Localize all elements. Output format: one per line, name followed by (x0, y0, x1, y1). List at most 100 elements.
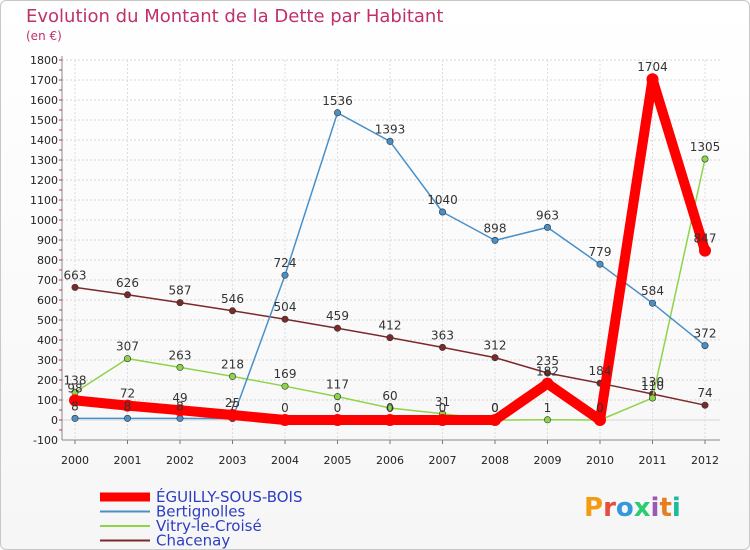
data-point (71, 414, 79, 422)
data-label: 587 (169, 284, 192, 298)
legend-label: Chacenay (156, 532, 230, 550)
data-point (701, 155, 709, 163)
data-point (226, 409, 239, 421)
logo-letter: i (651, 493, 660, 523)
y-tick-label: -100 (33, 434, 58, 447)
x-tick-label: 2006 (376, 454, 404, 467)
data-label: 0 (596, 401, 604, 415)
data-label: 1 (544, 401, 552, 415)
data-point (333, 324, 341, 332)
data-label: 60 (382, 389, 397, 403)
data-label: 307 (116, 340, 139, 354)
data-point (438, 208, 446, 216)
y-tick-label: 300 (37, 354, 58, 367)
y-tick-label: 500 (37, 314, 58, 327)
y-tick-label: 1800 (30, 54, 58, 67)
data-labels: 7241536139310408989637795843726636265875… (64, 60, 721, 415)
x-tick-label: 2010 (586, 454, 614, 467)
data-label: 963 (536, 208, 559, 222)
x-tick-label: 2004 (271, 454, 299, 467)
data-point (436, 414, 449, 426)
series-lines (69, 73, 711, 426)
data-label: 72 (120, 387, 135, 401)
data-label: 0 (334, 401, 342, 415)
data-point (438, 343, 446, 351)
y-tick-label: 1600 (30, 94, 58, 107)
y-tick-label: 900 (37, 234, 58, 247)
data-label: 49 (172, 391, 187, 405)
y-tick-label: 1000 (30, 214, 58, 227)
data-point (331, 414, 344, 426)
chart-title: Evolution du Montant de la Dette par Hab… (26, 6, 443, 27)
data-point (69, 394, 81, 407)
data-label: 0 (386, 401, 394, 415)
data-label: 779 (589, 245, 612, 259)
y-tick-label: 800 (37, 254, 58, 267)
y-tick-label: 200 (37, 374, 58, 387)
x-tick-label: 2012 (691, 454, 719, 467)
logo-letter: o (616, 493, 634, 523)
data-point (71, 283, 79, 291)
data-label: 74 (697, 386, 712, 400)
data-point (124, 291, 132, 299)
x-tick-label: 2005 (324, 454, 352, 467)
data-point (384, 414, 396, 426)
y-tick-label: 1700 (30, 74, 58, 87)
x-axis-ticks: 2000 2001 2002 2003 2004 2005 2006 2007 2008 2009… (61, 454, 719, 467)
data-point (229, 307, 237, 315)
data-point (174, 404, 186, 417)
y-tick-label: 1200 (30, 174, 58, 187)
y-tick-label: 400 (37, 334, 58, 347)
data-point (543, 223, 551, 231)
y-axis-ticks: -100 0 100 200 300 400 500 600 700 800 900 1000 1100… (30, 54, 58, 447)
data-point (333, 393, 341, 401)
data-label: 1704 (637, 60, 668, 74)
data-label: 263 (169, 348, 192, 362)
data-label: 0 (439, 401, 447, 415)
data-label: 372 (694, 327, 717, 341)
legend-label: Bertignolles (156, 503, 246, 521)
y-tick-label: 100 (37, 394, 58, 407)
data-label: 1393 (375, 122, 406, 136)
data-label: 0 (491, 401, 499, 415)
y-tick-label: 600 (37, 294, 58, 307)
data-point (491, 354, 499, 362)
y-tick-label: 700 (37, 274, 58, 287)
data-label: 412 (379, 319, 402, 333)
data-point (648, 299, 656, 307)
logo-letter: r (603, 493, 616, 523)
data-label: 363 (431, 328, 454, 342)
data-point (648, 394, 656, 402)
data-point (281, 382, 289, 390)
x-tick-label: 2002 (166, 454, 194, 467)
data-label: 724 (274, 256, 297, 270)
data-point (699, 244, 711, 257)
x-tick-label: 2009 (534, 454, 562, 467)
data-point (124, 355, 132, 363)
y-tick-label: 1300 (30, 154, 58, 167)
data-point (281, 315, 289, 323)
data-point (541, 377, 554, 390)
data-point (386, 137, 394, 145)
data-point (489, 414, 501, 426)
data-label: 184 (589, 364, 612, 378)
y-tick-label: 0 (51, 414, 58, 427)
x-tick-label: 2003 (219, 454, 247, 467)
data-label: 546 (221, 292, 244, 306)
data-point (543, 369, 551, 377)
data-label: 1536 (322, 94, 353, 108)
data-label: 504 (274, 300, 297, 314)
legend: ÉGUILLY-SOUS-BOISBertignollesVitry-le-Cr… (100, 487, 303, 550)
data-point (491, 236, 499, 244)
data-point (646, 73, 659, 86)
data-label: 235 (536, 354, 559, 368)
data-point (176, 363, 184, 371)
y-tick-label: 1500 (30, 114, 58, 127)
data-point (701, 401, 709, 409)
data-label: 25 (225, 396, 240, 410)
data-label: 218 (221, 357, 244, 371)
data-point (229, 372, 237, 380)
data-label: 169 (274, 367, 297, 381)
chart-subtitle: (en €) (26, 29, 62, 43)
